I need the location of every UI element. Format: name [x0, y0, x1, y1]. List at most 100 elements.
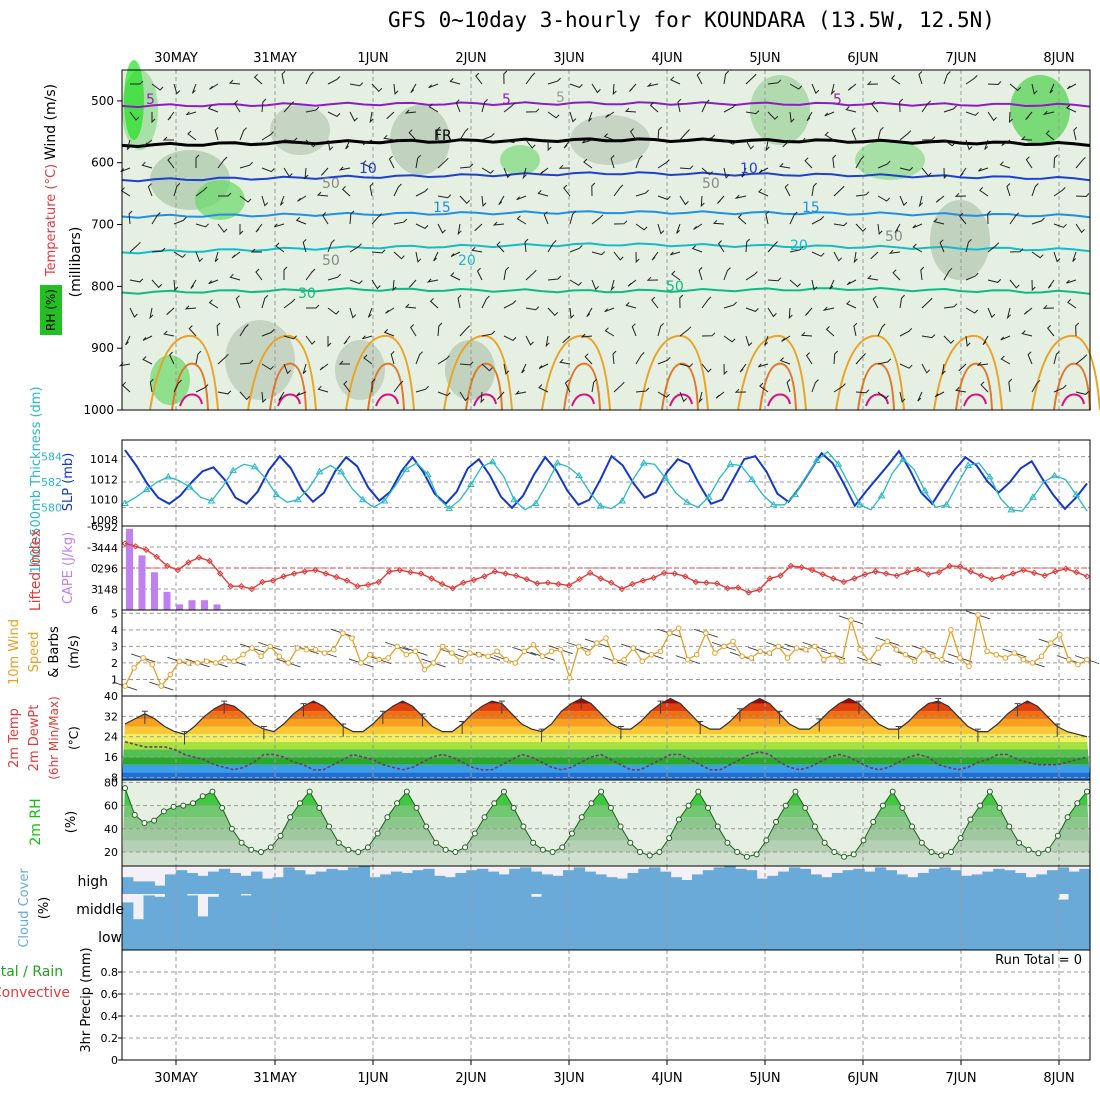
lifted-index-point [544, 579, 552, 586]
ytick-label-precip: 0.6 [101, 988, 119, 1001]
wind-barb [782, 139, 791, 148]
wind-barb [631, 323, 637, 337]
wind-point [430, 660, 437, 666]
wind-barb [278, 391, 285, 401]
ytick-label-precip: 0.4 [101, 1010, 119, 1023]
ylabel-precip-total: Total / Rain [0, 964, 63, 980]
wind-barb [569, 111, 577, 123]
rh-point [219, 804, 226, 811]
cloud-bar-high [616, 878, 629, 894]
wind-barb [503, 70, 508, 85]
rh-point [248, 846, 255, 853]
cloud-bar-middle [788, 894, 801, 922]
cloud-bar-low [778, 922, 790, 950]
wind-barb [514, 390, 527, 395]
cloud-bar-middle [423, 894, 435, 922]
thickness-point [467, 480, 475, 488]
wind-point [830, 651, 836, 658]
wind-point [621, 656, 627, 663]
ytick-label-cape: 296 [97, 563, 118, 576]
wind-barb [474, 223, 483, 232]
contour-label: 20 [790, 238, 808, 254]
wind-point [575, 643, 582, 650]
wind-barb [679, 195, 689, 206]
wind-barb [343, 380, 351, 393]
lifted-index-point [428, 575, 435, 582]
thickness-point [575, 471, 583, 479]
wind-barb [195, 186, 208, 197]
temperature-contour-25 [247, 334, 317, 411]
cloud-bar-high [423, 868, 435, 894]
wind-barb [635, 223, 648, 231]
wind-barb [404, 109, 417, 114]
ytick-label-precip: 0.8 [101, 966, 119, 979]
wind-barb [459, 325, 471, 337]
cloud-bar-middle [520, 894, 532, 922]
wind-barb [343, 335, 351, 345]
wind-barb [283, 137, 298, 142]
date-label-bottom: 1JUN [357, 1071, 388, 1086]
cloud-bar-middle [982, 894, 994, 922]
wind-barb [569, 83, 583, 88]
wind-point [149, 661, 156, 668]
wind-barb [142, 356, 153, 365]
cloud-bar-high [165, 874, 177, 894]
lifted-index-point [153, 553, 160, 561]
wind-barb [569, 279, 582, 286]
wind-barb [943, 105, 957, 113]
wind-barb [410, 324, 417, 337]
lifted-index-point [1062, 565, 1070, 572]
wind-barb [151, 279, 163, 289]
ytick-label-wind: 2 [111, 657, 118, 670]
wind-barb [877, 391, 889, 400]
wind-barb [943, 303, 958, 309]
temperature-contour-35 [277, 393, 301, 407]
lifted-index-point [280, 573, 287, 580]
wind-point [358, 660, 364, 666]
wind-point [476, 651, 482, 658]
wind-barb [239, 224, 244, 236]
wind-barb [459, 195, 471, 205]
wind-barb [436, 126, 441, 141]
wind-barb [679, 165, 694, 170]
cape-bar [188, 600, 196, 610]
thickness-point [423, 470, 432, 477]
lifted-index-point [417, 570, 425, 577]
wind-barb [899, 98, 904, 113]
wind-barb [789, 246, 804, 253]
wind-barb [1009, 248, 1024, 253]
wind-point [675, 625, 682, 631]
cloud-bar-middle [584, 894, 596, 922]
rh-point [170, 803, 177, 810]
cloud-bar-middle [240, 895, 252, 922]
wind-barb [327, 139, 334, 151]
wind-barb [965, 75, 978, 85]
wind-barb [147, 183, 153, 197]
wind-point [775, 643, 782, 650]
wind-barb [525, 108, 540, 113]
rh-point [1045, 846, 1052, 853]
wind-point [412, 648, 419, 655]
ytick-label-li: -3 [87, 541, 98, 554]
cloud-bar-low [874, 922, 887, 950]
wind-point [920, 646, 927, 653]
wind-barb [253, 73, 263, 85]
cloud-bar-middle [606, 894, 618, 922]
contour-label: 50 [702, 176, 720, 192]
wind-barb [1031, 279, 1036, 292]
cloud-bar-low [197, 922, 209, 950]
wind-barb [1042, 110, 1055, 116]
wind-barb [788, 307, 793, 320]
wind-barb [516, 215, 527, 225]
ytick-label-rh: 20 [104, 846, 118, 859]
wind-barb [305, 335, 316, 345]
wind-barb [833, 383, 846, 393]
wind-barb [921, 167, 932, 177]
ytick-label-pressure: 800 [91, 279, 114, 293]
ytick-label-pressure: 900 [91, 341, 114, 355]
date-label-bottom: 7JUN [945, 1071, 976, 1086]
date-label-bottom: 31MAY [253, 1071, 297, 1086]
wind-barb [824, 131, 835, 141]
wind-barb [388, 155, 395, 169]
